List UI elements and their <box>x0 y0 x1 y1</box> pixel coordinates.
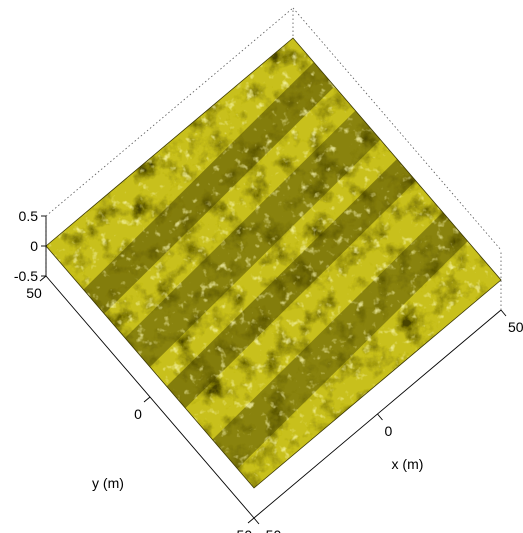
y-tick-mark <box>247 517 255 524</box>
y-tick-mark <box>143 396 151 403</box>
y-tick-label: -50 <box>232 527 252 533</box>
x-tick-label: 50 <box>508 319 523 335</box>
x-tick-label: -50 <box>261 527 281 533</box>
x-tick-mark <box>377 413 383 421</box>
axes-box <box>45 7 502 310</box>
z-tick-label: -0.5 <box>14 268 38 284</box>
y-tick-label: 50 <box>26 285 42 301</box>
x-axis-label: x (m) <box>392 456 424 472</box>
x-tick-label: 0 <box>385 423 393 439</box>
x-tick-mark <box>253 517 260 525</box>
y-tick-label: 0 <box>134 406 142 422</box>
z-tick-label: 0 <box>30 238 38 254</box>
x-tick-mark <box>500 309 507 317</box>
axes: -50 0 50 -50 0 50 0.5 0 -0.5 x (m) y (m) <box>14 208 523 533</box>
y-axis-label: y (m) <box>92 475 124 491</box>
box-top-edge <box>45 7 294 217</box>
z-tick-label: 0.5 <box>19 208 39 224</box>
box-top-edge <box>292 7 502 251</box>
y-tick-mark <box>39 275 47 282</box>
surface-outline <box>45 37 502 489</box>
